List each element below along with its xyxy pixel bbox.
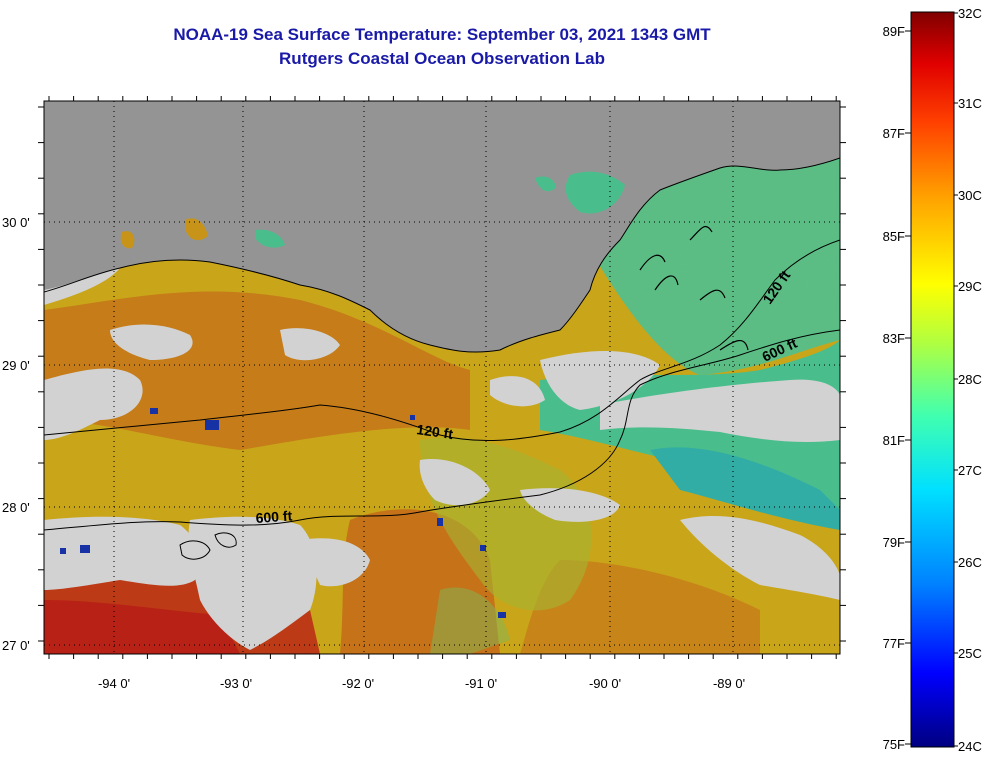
c-label-31: 31C xyxy=(958,96,982,111)
c-label-28: 28C xyxy=(958,372,982,387)
c-label-29: 29C xyxy=(958,279,982,294)
lon-label-90: -90 0' xyxy=(589,676,621,691)
c-label-27: 27C xyxy=(958,463,982,478)
colorbar-fahrenheit-labels: 89F 87F 85F 83F 81F 79F 77F 75F xyxy=(883,24,905,752)
contour-label-600ft-west: 600 ft xyxy=(255,507,293,526)
f-label-77: 77F xyxy=(883,636,905,651)
contour-label-120ft-west: 120 ft xyxy=(416,421,455,442)
longitude-labels: -94 0' -93 0' -92 0' -91 0' -90 0' -89 0… xyxy=(98,676,745,691)
f-label-81: 81F xyxy=(883,433,905,448)
lat-label-28: 28 0' xyxy=(2,500,30,515)
lat-label-29: 29 0' xyxy=(2,358,30,373)
lon-label-89: -89 0' xyxy=(713,676,745,691)
axis-ticks xyxy=(38,96,846,659)
map-frame xyxy=(43,100,841,655)
c-label-30: 30C xyxy=(958,188,982,203)
f-label-87: 87F xyxy=(883,126,905,141)
f-label-79: 79F xyxy=(883,535,905,550)
lon-label-92: -92 0' xyxy=(342,676,374,691)
lon-label-94: -94 0' xyxy=(98,676,130,691)
colorbar-gradient xyxy=(910,11,955,748)
f-label-83: 83F xyxy=(883,331,905,346)
sst-imagery xyxy=(44,101,840,654)
lon-label-91: -91 0' xyxy=(465,676,497,691)
map-title: NOAA-19 Sea Surface Temperature: Septemb… xyxy=(173,25,711,44)
latitude-labels: 30 0' 29 0' 28 0' 27 0' xyxy=(2,215,30,653)
f-label-89: 89F xyxy=(883,24,905,39)
map-subtitle: Rutgers Coastal Ocean Observation Lab xyxy=(279,49,605,68)
temperature-colorbar: 89F 87F 85F 83F 81F 79F 77F 75F 32C 31C … xyxy=(883,6,982,754)
c-label-24: 24C xyxy=(958,739,982,754)
f-label-85: 85F xyxy=(883,229,905,244)
lat-label-30: 30 0' xyxy=(2,215,30,230)
lon-label-93: -93 0' xyxy=(220,676,252,691)
c-label-32: 32C xyxy=(958,6,982,21)
lat-label-27: 27 0' xyxy=(2,638,30,653)
c-label-26: 26C xyxy=(958,555,982,570)
c-label-25: 25C xyxy=(958,646,982,661)
graticule xyxy=(44,101,840,654)
colorbar-celsius-labels: 32C 31C 30C 29C 28C 27C 26C 25C 24C xyxy=(958,6,982,754)
f-label-75: 75F xyxy=(883,737,905,752)
